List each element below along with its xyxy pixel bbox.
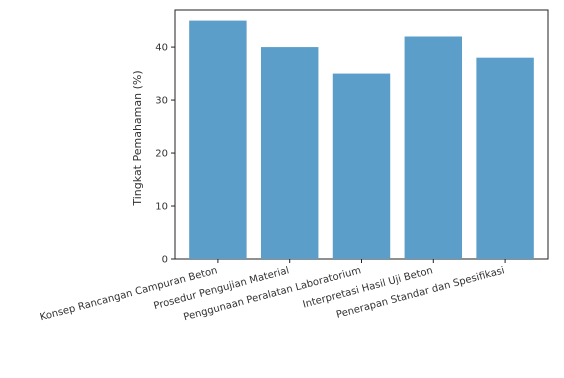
bar bbox=[404, 36, 463, 259]
y-tick-label: 20 bbox=[155, 149, 168, 160]
y-axis-title: Tingkat Pemahaman (%) bbox=[131, 70, 144, 206]
bar bbox=[189, 20, 247, 259]
y-tick-label: 30 bbox=[155, 96, 168, 107]
y-tick-label: 0 bbox=[162, 255, 168, 266]
bar bbox=[476, 57, 534, 260]
bar bbox=[260, 47, 319, 259]
bar bbox=[332, 73, 391, 260]
y-tick-label: 10 bbox=[155, 202, 168, 213]
y-tick-label: 40 bbox=[155, 43, 168, 54]
